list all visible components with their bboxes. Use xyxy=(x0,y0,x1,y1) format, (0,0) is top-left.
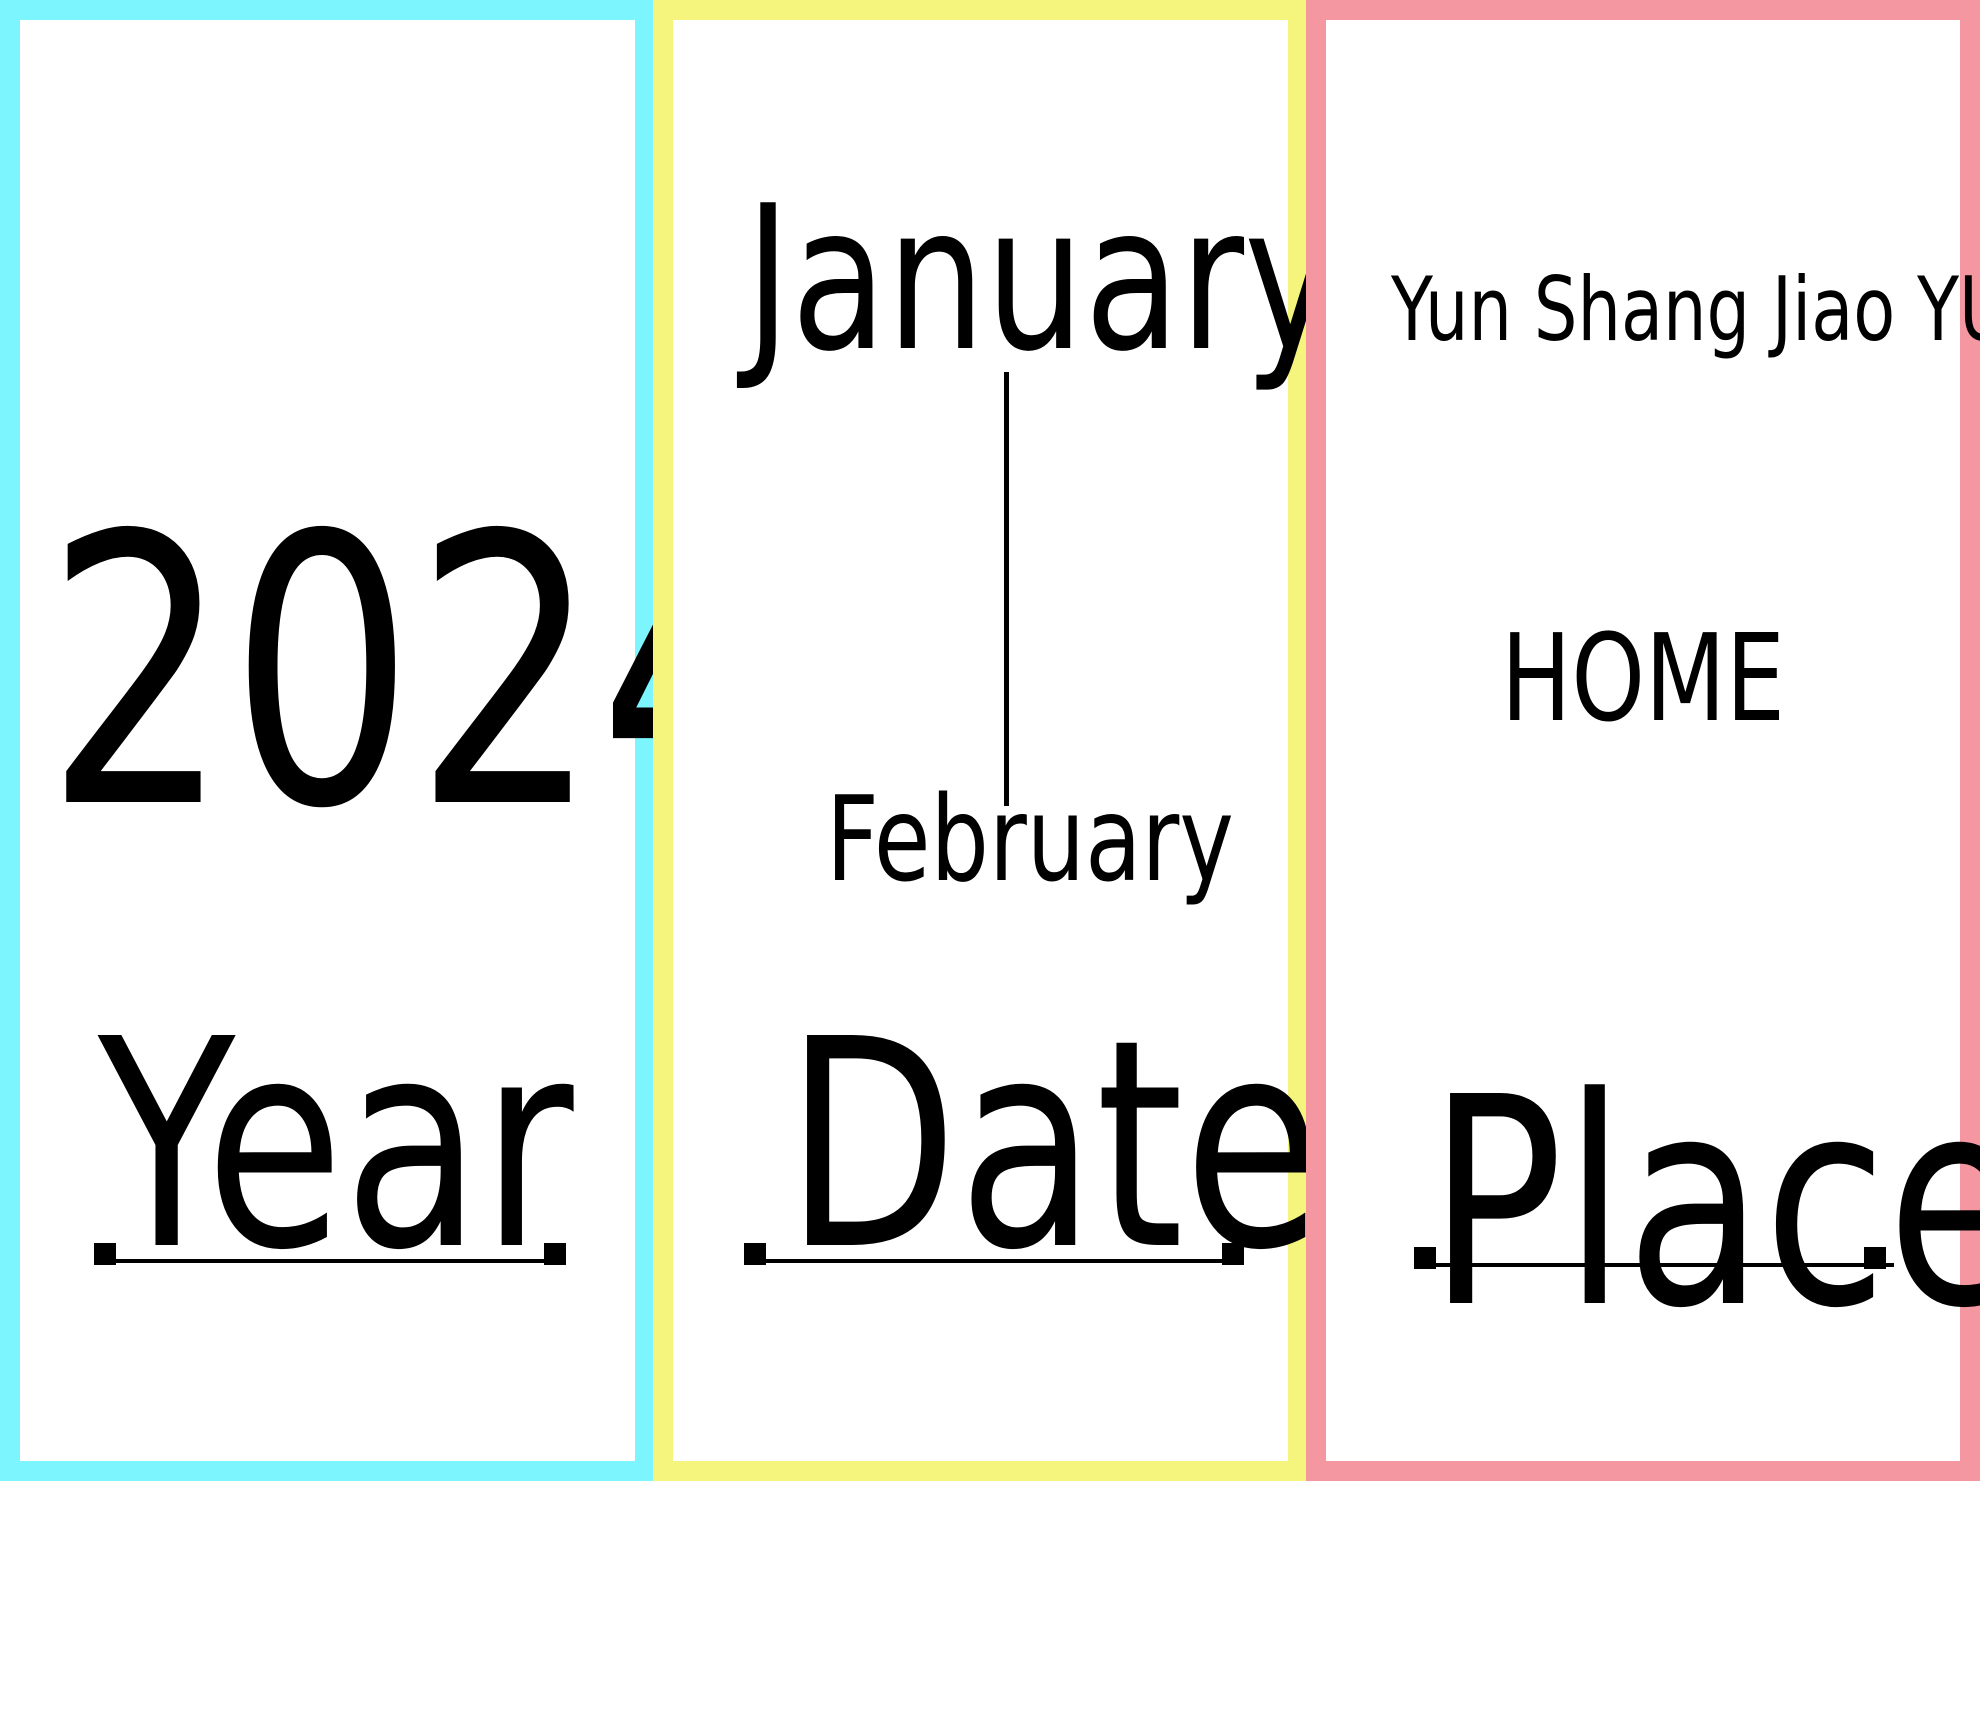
place-name: Yun Shang Jiao YU xyxy=(1391,258,1980,361)
date-right-dot xyxy=(1222,1243,1244,1265)
year-panel: 2024 Year xyxy=(0,0,783,1481)
place-left-dot xyxy=(1414,1247,1436,1269)
year-right-dot xyxy=(544,1243,566,1265)
place-right-dot xyxy=(1864,1247,1886,1269)
place-label: Place xyxy=(1428,1036,1980,1371)
date-label: Date xyxy=(785,978,1322,1313)
place-underline xyxy=(1434,1263,1894,1267)
month-january: January xyxy=(745,163,1337,396)
month-february: February xyxy=(826,770,1234,908)
year-underline xyxy=(112,1259,564,1263)
year-left-dot xyxy=(94,1243,116,1265)
date-underline xyxy=(762,1259,1242,1263)
place-panel: Yun Shang Jiao YU HOME Place xyxy=(1306,0,1980,1481)
home-label: HOME xyxy=(1501,610,1785,749)
year-label: Year xyxy=(98,978,574,1313)
date-panel: January February Date xyxy=(653,0,1336,1481)
month-connector-line xyxy=(1004,372,1009,806)
date-left-dot xyxy=(744,1243,766,1265)
